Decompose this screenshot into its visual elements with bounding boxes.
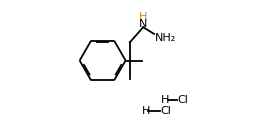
Text: H: H [161,95,170,105]
Text: H: H [139,12,147,22]
Text: H: H [141,106,150,116]
Text: Cl: Cl [161,106,171,116]
Text: Cl: Cl [178,95,189,105]
Text: N: N [139,19,147,29]
Text: NH₂: NH₂ [155,33,176,42]
